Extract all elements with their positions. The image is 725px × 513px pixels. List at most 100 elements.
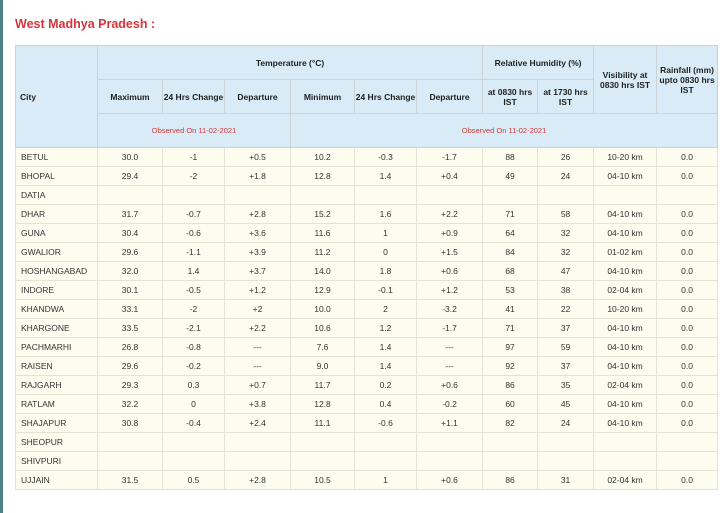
cell-rh-1730: 26 — [537, 147, 595, 167]
cell-min-departure: --- — [415, 337, 484, 357]
cell-rh-1730: 45 — [537, 394, 595, 414]
cell-visibility: 04-10 km — [593, 261, 658, 281]
table-row: BHOPAL 29.4 -2 +1.8 12.8 1.4 +0.4 49 24 04-10 km 0… — [15, 166, 719, 186]
cell-max-change: -1.1 — [162, 242, 225, 262]
cell-rainfall: 0.0 — [656, 318, 719, 338]
cell-rh-1730: 58 — [537, 204, 595, 224]
cell-min-departure — [415, 185, 484, 205]
cell-min-departure: +2.2 — [415, 204, 484, 224]
cell-maximum — [97, 185, 163, 205]
cell-min-departure — [415, 451, 484, 471]
cell-rh-0830: 92 — [482, 356, 539, 376]
cell-max-change: -0.8 — [162, 337, 225, 357]
cell-city: SHEOPUR — [15, 432, 98, 452]
table-row: SHEOPUR — [15, 432, 719, 452]
cell-rainfall: 0.0 — [656, 166, 719, 186]
cell-max-departure: +2.8 — [224, 470, 291, 490]
cell-rh-1730: 37 — [537, 356, 595, 376]
table-row: PACHMARHI 26.8 -0.8 --- 7.6 1.4 --- 97 59 04-10 k… — [15, 337, 719, 357]
cell-minimum — [290, 432, 355, 452]
cell-max-departure: +3.6 — [224, 223, 291, 243]
cell-min-change: 1.4 — [354, 356, 417, 376]
cell-min-departure — [415, 432, 484, 452]
cell-max-departure: +2.2 — [224, 318, 291, 338]
cell-rh-0830: 53 — [482, 280, 539, 300]
cell-min-change: 1.2 — [354, 318, 417, 338]
table-row: SHAJAPUR 30.8 -0.4 +2.4 11.1 -0.6 +1.1 82 24 04-1… — [15, 413, 719, 433]
cell-rainfall: 0.0 — [656, 413, 719, 433]
header-max-change: 24 Hrs Change — [162, 79, 225, 114]
cell-rh-1730: 35 — [537, 375, 595, 395]
cell-rainfall: 0.0 — [656, 147, 719, 167]
cell-min-departure: -1.7 — [415, 147, 484, 167]
cell-rh-1730: 24 — [537, 413, 595, 433]
cell-max-change: -2 — [162, 166, 225, 186]
cell-min-departure: +0.9 — [415, 223, 484, 243]
cell-rh-0830: 86 — [482, 375, 539, 395]
table-row: SHIVPURI — [15, 451, 719, 471]
cell-visibility: 04-10 km — [593, 356, 658, 376]
cell-min-change — [354, 432, 417, 452]
cell-city: RAISEN — [15, 356, 98, 376]
cell-visibility — [593, 185, 658, 205]
cell-visibility: 04-10 km — [593, 166, 658, 186]
cell-max-departure: +2 — [224, 299, 291, 319]
cell-min-departure: +1.5 — [415, 242, 484, 262]
cell-rh-0830: 84 — [482, 242, 539, 262]
cell-max-departure: +3.7 — [224, 261, 291, 281]
table-row: KHANDWA 33.1 -2 +2 10.0 2 -3.2 41 22 10-20 km 0.0 — [15, 299, 719, 319]
cell-rh-0830: 49 — [482, 166, 539, 186]
cell-max-departure: +2.8 — [224, 204, 291, 224]
cell-visibility: 02-04 km — [593, 280, 658, 300]
table-row: KHARGONE 33.5 -2.1 +2.2 10.6 1.2 -1.7 71 37 04-10… — [15, 318, 719, 338]
cell-min-change: 1 — [354, 223, 417, 243]
cell-min-departure: +0.6 — [415, 261, 484, 281]
cell-rh-0830: 68 — [482, 261, 539, 281]
cell-minimum: 12.9 — [290, 280, 355, 300]
cell-rh-1730: 32 — [537, 242, 595, 262]
cell-min-change: -0.3 — [354, 147, 417, 167]
cell-maximum — [97, 451, 163, 471]
cell-max-departure: +0.5 — [224, 147, 291, 167]
cell-rainfall: 0.0 — [656, 337, 719, 357]
header-rh-1730: at 1730 hrs IST — [537, 79, 595, 114]
cell-minimum — [290, 185, 355, 205]
cell-rainfall: 0.0 — [656, 375, 719, 395]
cell-min-change: 0.2 — [354, 375, 417, 395]
cell-city: BETUL — [15, 147, 98, 167]
cell-city: BHOPAL — [15, 166, 98, 186]
cell-minimum: 15.2 — [290, 204, 355, 224]
cell-maximum: 29.4 — [97, 166, 163, 186]
table-row: GWALIOR 29.6 -1.1 +3.9 11.2 0 +1.5 84 32 01-02 km… — [15, 242, 719, 262]
observed-date-max: Observed On 11-02-2021 — [97, 113, 291, 148]
cell-min-change: -0.1 — [354, 280, 417, 300]
cell-max-departure — [224, 185, 291, 205]
cell-min-change: 0 — [354, 242, 417, 262]
cell-min-departure: +0.4 — [415, 166, 484, 186]
cell-visibility: 04-10 km — [593, 223, 658, 243]
cell-minimum: 10.0 — [290, 299, 355, 319]
cell-rainfall: 0.0 — [656, 242, 719, 262]
cell-max-change: -1 — [162, 147, 225, 167]
table-row: RAJGARH 29.3 0.3 +0.7 11.7 0.2 +0.6 86 35 02-04 k… — [15, 375, 719, 395]
cell-city: GWALIOR — [15, 242, 98, 262]
cell-minimum: 9.0 — [290, 356, 355, 376]
table-row: HOSHANGABAD 32.0 1.4 +3.7 14.0 1.8 +0.6 68 47 04-… — [15, 261, 719, 281]
cell-visibility: 02-04 km — [593, 470, 658, 490]
table-row: RATLAM 32.2 0 +3.8 12.8 0.4 -0.2 60 45 04-10 km 0.… — [15, 394, 719, 414]
cell-maximum: 29.3 — [97, 375, 163, 395]
cell-city: KHARGONE — [15, 318, 98, 338]
cell-rh-0830: 64 — [482, 223, 539, 243]
cell-minimum: 11.1 — [290, 413, 355, 433]
cell-max-change: -2 — [162, 299, 225, 319]
table-row: INDORE 30.1 -0.5 +1.2 12.9 -0.1 +1.2 53 38 02-04 … — [15, 280, 719, 300]
cell-city: DATIA — [15, 185, 98, 205]
cell-rainfall: 0.0 — [656, 394, 719, 414]
cell-minimum — [290, 451, 355, 471]
cell-rh-1730 — [537, 451, 595, 471]
cell-min-change: 0.4 — [354, 394, 417, 414]
cell-max-change: 0.5 — [162, 470, 225, 490]
cell-city: GUNA — [15, 223, 98, 243]
cell-city: RAJGARH — [15, 375, 98, 395]
cell-rh-0830: 71 — [482, 204, 539, 224]
